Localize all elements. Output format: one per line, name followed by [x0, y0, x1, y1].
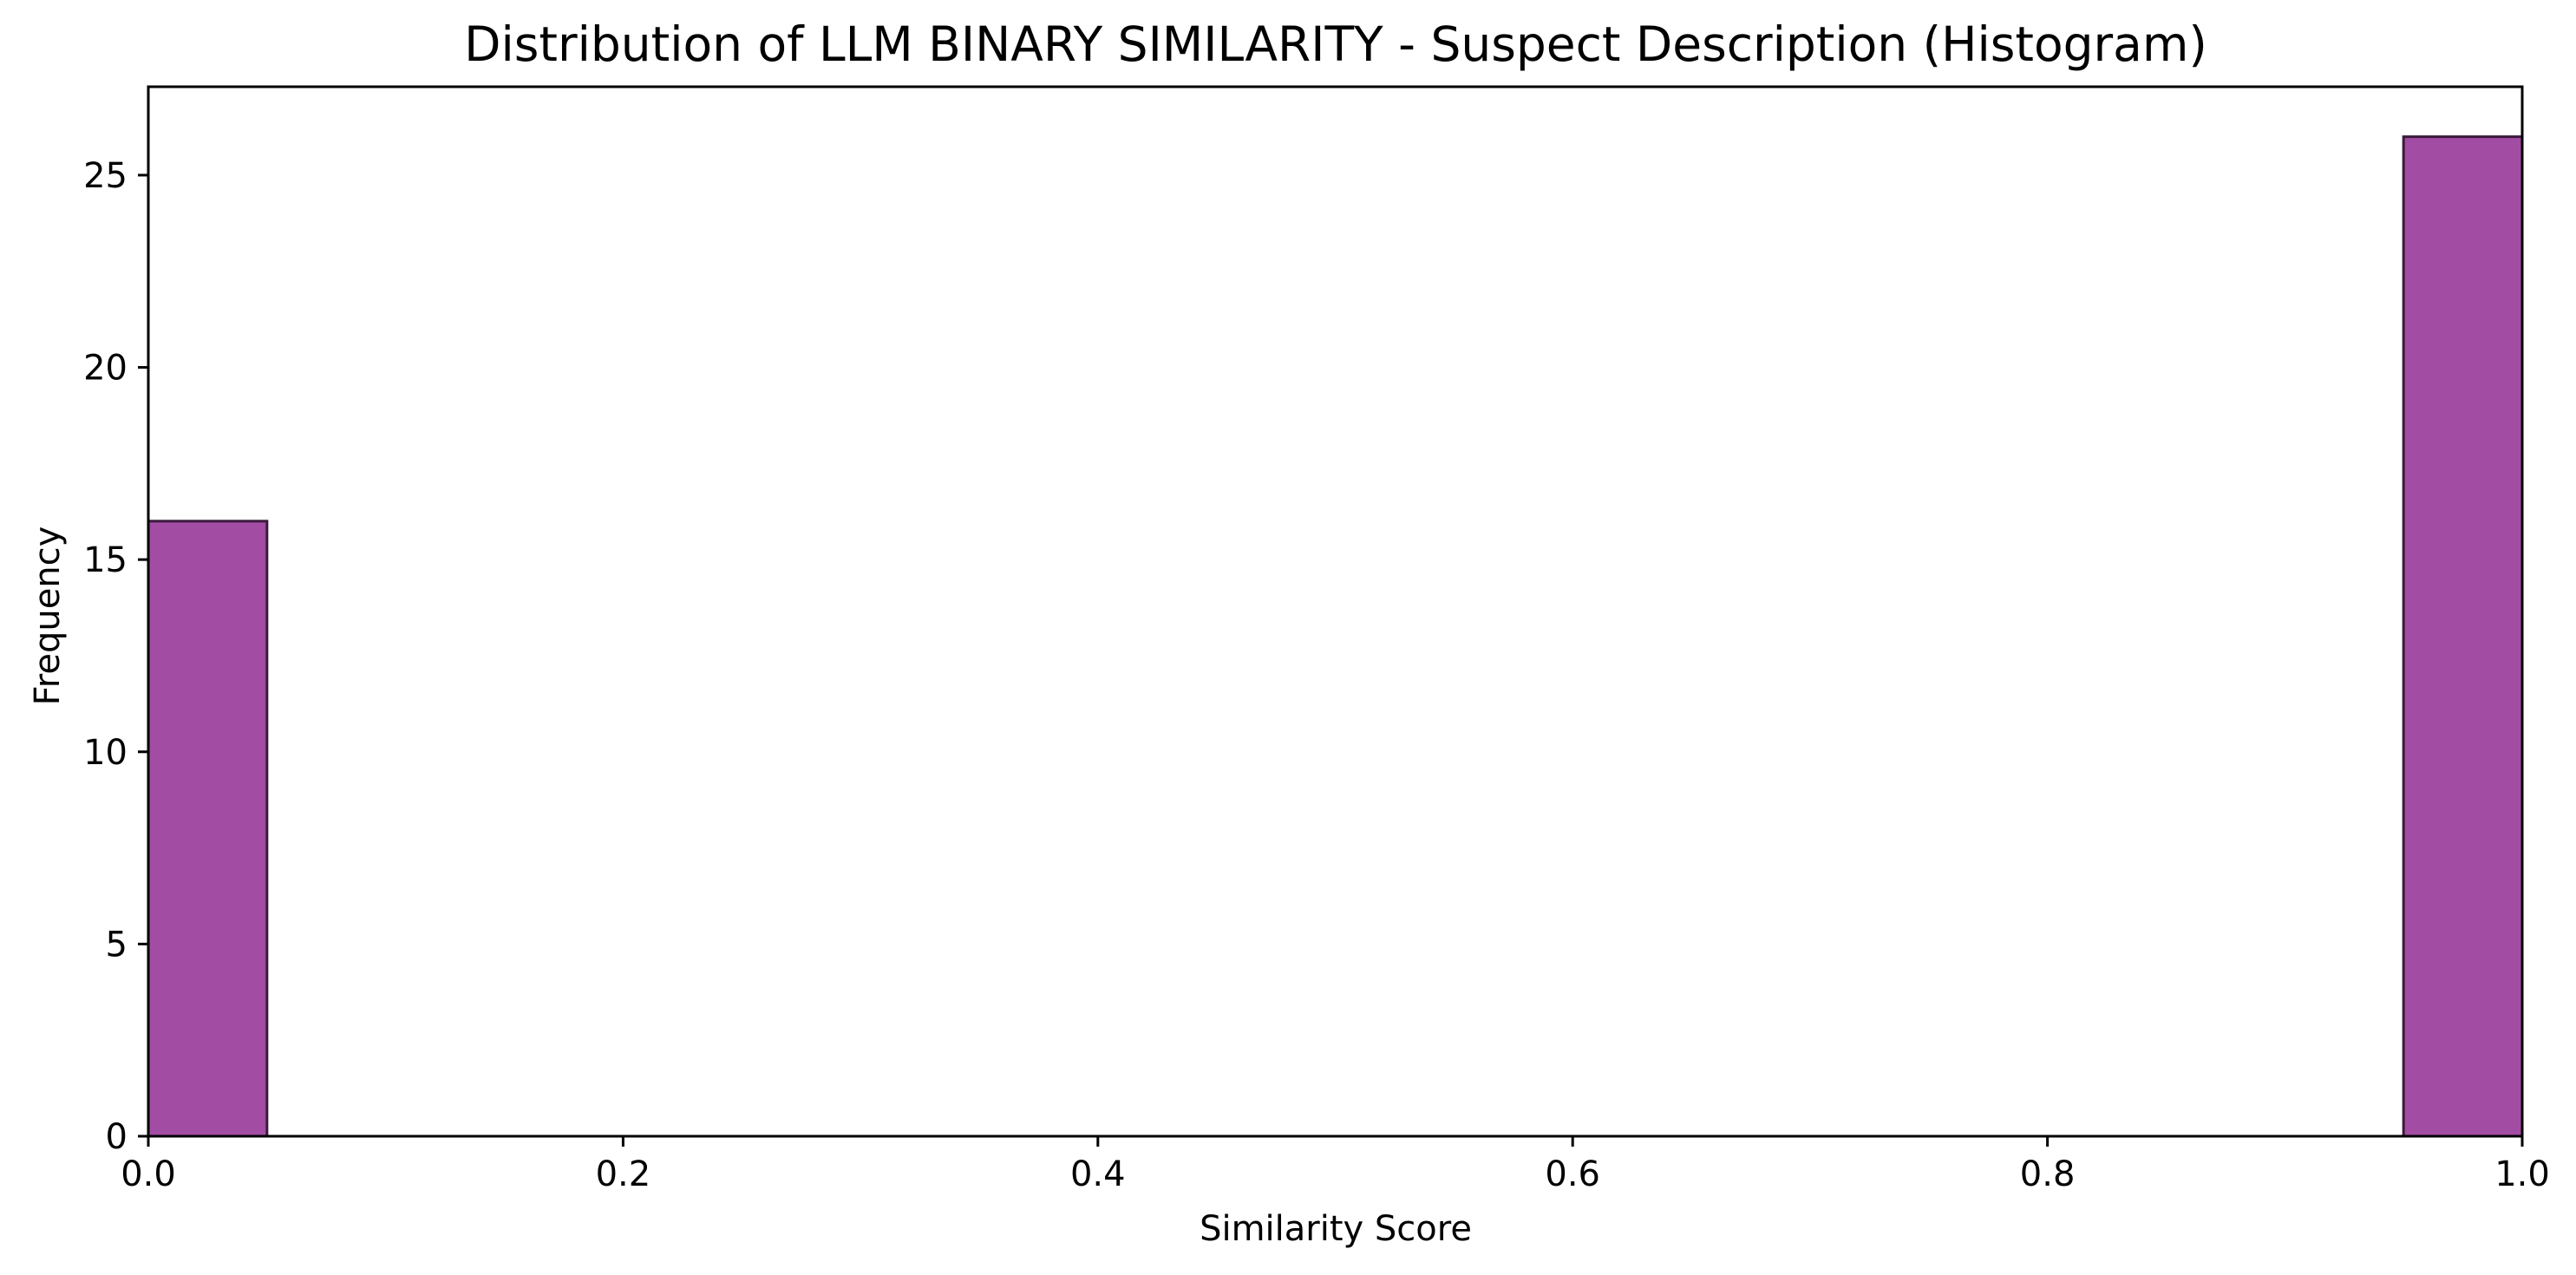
y-tick-label: 5 — [106, 925, 127, 964]
x-tick-label: 1.0 — [2494, 1154, 2550, 1194]
y-tick-label: 10 — [83, 733, 127, 773]
x-tick-label: 0.4 — [1070, 1154, 1126, 1194]
y-axis-label: Frequency — [28, 526, 68, 706]
plot-area-frame — [147, 85, 2524, 1138]
x-axis-label: Similarity Score — [1200, 1209, 1472, 1249]
y-tick-label: 0 — [106, 1117, 127, 1157]
y-tick-label: 20 — [83, 349, 127, 389]
y-tick-label: 25 — [83, 156, 127, 196]
x-tick-label: 0.0 — [121, 1154, 176, 1194]
y-tick-label: 15 — [83, 540, 127, 580]
x-tick-label: 0.8 — [2020, 1154, 2076, 1194]
chart-title: Distribution of LLM BINARY SIMILARITY - … — [464, 16, 2207, 72]
x-axis-ticks: 0.0 0.2 0.4 0.6 0.8 1.0 — [121, 1136, 2550, 1194]
x-tick-label: 0.6 — [1545, 1154, 1600, 1194]
histogram-bar-1 — [2402, 135, 2524, 1138]
histogram-bar-0 — [147, 520, 269, 1138]
bars-layer — [147, 135, 2524, 1138]
x-tick-label: 0.2 — [596, 1154, 651, 1194]
y-axis-ticks: 0 5 10 15 20 25 — [83, 156, 148, 1157]
